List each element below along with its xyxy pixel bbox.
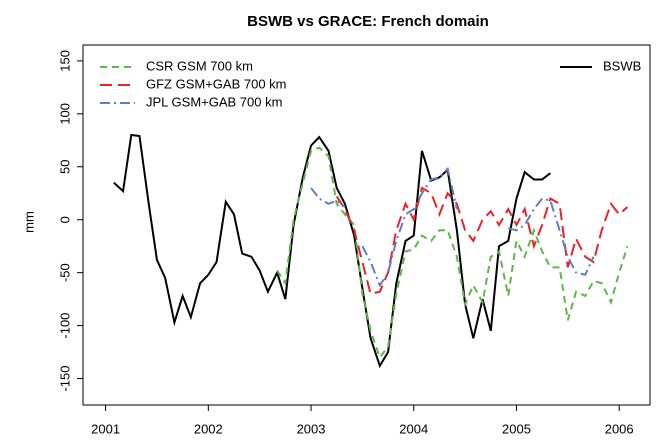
series-line: [361, 166, 458, 288]
legend-label: GFZ GSM+GAB 700 km: [146, 76, 287, 91]
x-tick-label: 2002: [194, 421, 223, 436]
legend-label: CSR GSM 700 km: [146, 58, 253, 73]
x-tick-label: 2006: [605, 421, 634, 436]
chart-title: BSWB vs GRACE: French domain: [247, 13, 489, 30]
y-tick-label: 100: [57, 103, 72, 125]
series-line: [113, 133, 551, 369]
y-axis-label: mm: [21, 211, 36, 233]
y-tick-label: -150: [57, 366, 72, 392]
series-line: [508, 197, 595, 276]
plot-frame: [82, 44, 651, 406]
series-line: [310, 187, 346, 208]
y-tick-label: 0: [57, 216, 72, 223]
legend-label: BSWB: [603, 58, 641, 73]
x-tick-label: 2003: [297, 421, 326, 436]
y-tick-label: 50: [57, 160, 72, 174]
series-line: [276, 146, 629, 360]
y-tick-label: -50: [57, 263, 72, 282]
x-tick-label: 2004: [399, 421, 428, 436]
x-tick-label: 2005: [502, 421, 531, 436]
legend-label: JPL GSM+GAB 700 km: [146, 94, 282, 109]
y-tick-label: 150: [57, 50, 72, 72]
x-tick-label: 2001: [91, 421, 120, 436]
series-line: [335, 186, 629, 296]
y-tick-label: -100: [57, 313, 72, 339]
